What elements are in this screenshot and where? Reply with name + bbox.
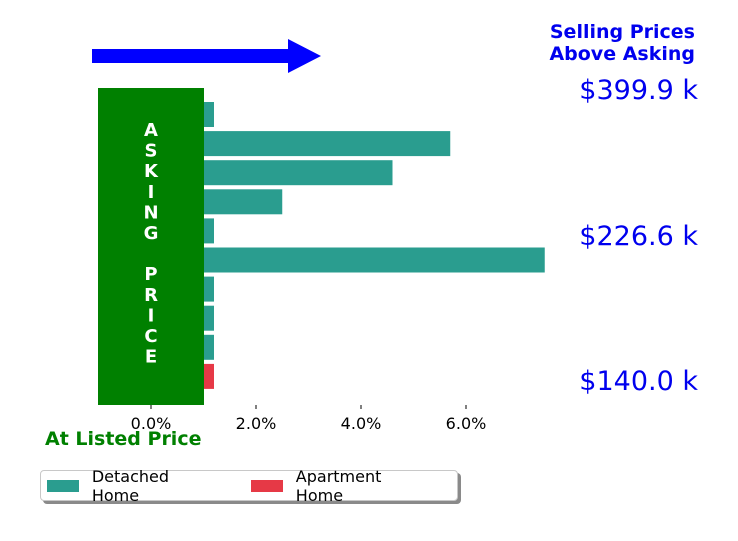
bottom-label: At Listed Price xyxy=(45,428,201,450)
legend-swatch-apartment xyxy=(250,479,283,492)
x-tick-label: 0.0% xyxy=(131,414,172,433)
asking-letter: P xyxy=(144,264,157,285)
legend-item-detached: Detached Home xyxy=(47,467,217,505)
price-label-mid: $226.6 k xyxy=(579,221,698,252)
bar-6 xyxy=(151,247,545,273)
asking-letter: S xyxy=(145,141,158,162)
asking-letter: G xyxy=(144,223,159,244)
price-label-low: $140.0 k xyxy=(579,366,698,397)
asking-letter: E xyxy=(145,347,157,368)
x-axis: 0.0% 2.0% 4.0% 6.0% xyxy=(131,405,487,433)
legend: Detached Home Apartment Home xyxy=(40,467,458,505)
legend-swatch-detached xyxy=(47,479,79,492)
top-label-line-2: Above Asking xyxy=(549,43,695,65)
asking-letter: C xyxy=(144,326,157,347)
legend-item-apartment: Apartment Home xyxy=(250,466,429,505)
asking-letter: I xyxy=(148,305,155,326)
asking-letter: N xyxy=(143,202,158,223)
legend-label-apartment: Apartment Home xyxy=(295,466,382,505)
x-tick-label: 2.0% xyxy=(236,414,277,433)
x-tick-label: 4.0% xyxy=(341,414,382,433)
right-arrow-icon xyxy=(92,39,321,73)
bars-group xyxy=(151,102,545,389)
asking-letter: A xyxy=(144,120,158,141)
asking-price-box xyxy=(98,88,204,405)
asking-letter: R xyxy=(144,285,158,306)
asking-letter: I xyxy=(148,182,155,203)
asking-letter: K xyxy=(144,161,159,182)
top-label-line-1: Selling Prices xyxy=(550,21,695,43)
legend-label-detached: Detached Home xyxy=(91,466,170,505)
x-tick-label: 6.0% xyxy=(446,414,487,433)
price-label-high: $399.9 k xyxy=(579,75,698,106)
